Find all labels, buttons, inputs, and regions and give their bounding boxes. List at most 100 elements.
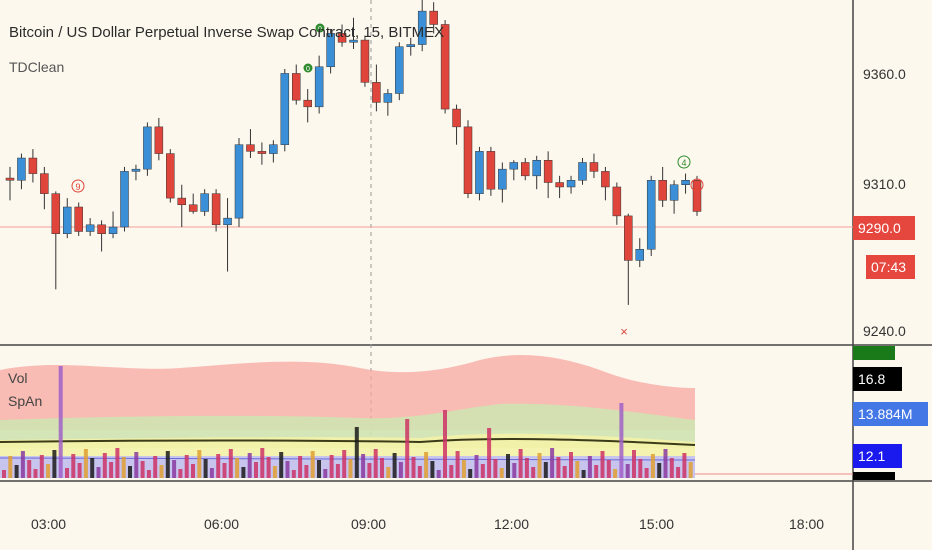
volume-bar [474,455,479,478]
current-price-tag: 9290.0 [853,216,915,240]
candle-body [681,180,690,185]
indicator-label[interactable]: TDClean [9,59,65,75]
volume-bar [52,450,57,478]
vol-label[interactable]: Vol [8,370,28,386]
volume-bar [468,469,473,478]
candle-body [658,180,667,201]
volume-bar [323,469,328,478]
volume-bar [543,462,548,478]
candle-body [395,46,404,94]
volume-bar [449,465,454,478]
candle-body [74,206,83,232]
candle-body [601,171,610,188]
volume-bar [411,457,416,478]
volume-bar [178,469,183,478]
volume-bar [625,464,630,478]
time-tick: 15:00 [639,516,675,532]
volume-bar [669,458,674,478]
volume-bar [247,453,252,478]
candle-body [154,126,164,154]
count-marker-red-label: 9 [75,182,80,192]
volume-bar [682,453,687,478]
candle-body [17,157,26,181]
candle-body [314,66,324,108]
lower-scale-badge-green [853,346,895,360]
candle-body [85,224,95,232]
cross-marker: × [620,324,628,339]
volume-bar [291,470,296,478]
volume-bar [27,460,32,478]
volume-bar [606,460,611,478]
candle-body [543,160,553,183]
candle-body [486,151,496,190]
volume-bar [398,462,403,478]
volume-bar [461,460,466,478]
volume-bar [209,468,214,478]
volume-bar [354,427,359,478]
volume-bar [380,458,384,478]
volume-bar [298,456,303,478]
volume-bar [96,467,101,478]
volume-bar [632,450,636,478]
volume-bar [443,410,447,478]
volume-bar [203,459,208,478]
span-label[interactable]: SpAn [8,393,43,409]
candle-body [292,73,301,101]
count-marker-red [690,178,704,192]
volume-bar [266,457,271,478]
volume-bar [197,450,202,478]
volume-bar [260,448,265,478]
count-marker-red [71,179,85,193]
volume-bar [430,461,435,478]
volume-bar [600,451,605,478]
price-tick: 9240.0 [863,323,906,339]
time-tick: 06:00 [204,516,240,532]
volume-bar [518,449,523,478]
volume-bar [128,466,132,478]
candle-body [406,44,415,47]
count-marker-red-label: 1 [694,181,699,191]
volume-bar [512,463,517,478]
volume-bar [569,452,573,478]
candle-body [131,168,141,172]
candle-body [177,197,186,206]
volume-bar [58,366,63,478]
symbol-title[interactable]: Bitcoin / US Dollar Perpetual Inverse Sw… [9,24,445,41]
volume-bar [613,469,618,478]
volume-bar [575,461,580,478]
candle-body [566,180,576,188]
volume-bar [506,454,510,478]
volume-bar [581,470,586,478]
volume-bar [121,457,126,478]
volume-bar [537,453,542,478]
time-tick: 12:00 [494,516,530,532]
volume-bar [146,470,151,478]
volume-bar [77,463,82,478]
setup-marker-green-label: 0 [306,66,310,73]
volume-bar [184,455,189,478]
volume-bar [14,465,19,478]
volume-bar [644,468,649,478]
volume-bar [216,454,221,478]
candle-body [452,108,461,128]
volume-value-badge: 13.884M [853,402,928,426]
volume-bar [159,465,164,478]
candle-body [646,180,656,250]
volume-bar [191,464,195,478]
candle-body [257,151,267,154]
candle-body [166,153,175,199]
candle-body [40,173,49,194]
volume-bar [619,403,624,478]
volume-bar [373,449,378,478]
volume-bar [587,456,592,478]
candle-body [143,126,152,170]
time-tick: 03:00 [31,516,67,532]
candle-body [108,226,118,234]
volume-bar [8,456,13,478]
volume-bar [436,470,441,478]
candle-body [521,162,530,177]
candle-body [188,204,198,212]
volume-bar [417,466,422,478]
volume-bar [235,458,240,478]
